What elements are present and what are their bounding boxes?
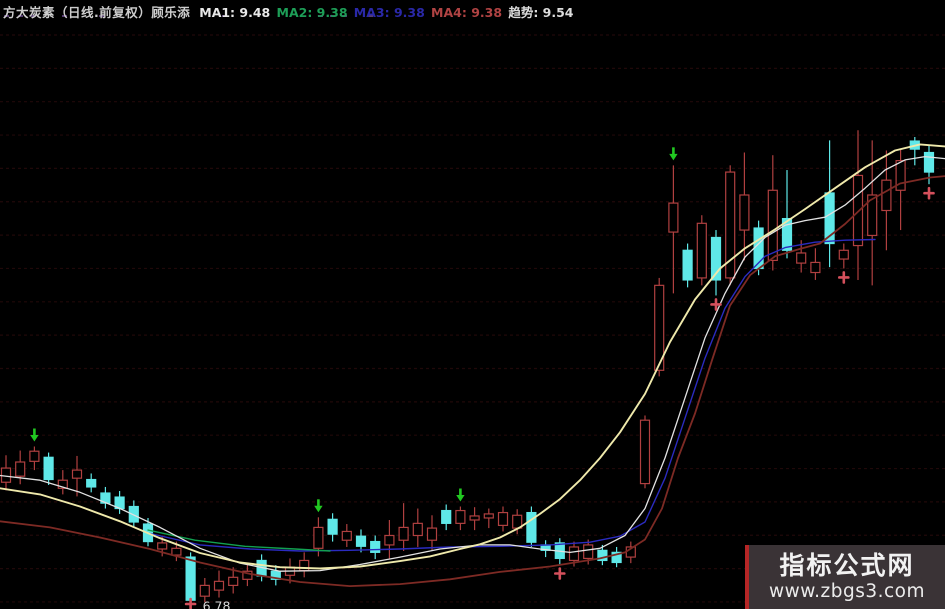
candle-up <box>341 530 352 541</box>
header-tick <box>368 15 373 17</box>
candle-up <box>57 479 68 489</box>
candle-down <box>441 509 452 524</box>
header-tick <box>99 15 104 17</box>
candle-up <box>412 522 423 537</box>
candle-up <box>455 509 466 524</box>
candle-up <box>228 576 239 587</box>
header-tick <box>318 15 323 17</box>
header-tick <box>222 15 227 17</box>
ma-line-blue <box>149 238 876 552</box>
candle-up <box>796 252 807 264</box>
ma-line-white <box>0 155 945 572</box>
candle-down <box>923 151 935 173</box>
ma-readout: MA3: 9.38 <box>353 4 432 20</box>
candle-up <box>299 559 310 572</box>
green-down-arrow-icon <box>314 505 323 513</box>
header-tick <box>18 15 23 17</box>
candle-up <box>810 261 821 274</box>
low-price-label: 6.78 <box>203 599 231 609</box>
candle-down <box>781 217 793 251</box>
candle-up <box>639 419 651 485</box>
candle-down <box>526 511 537 543</box>
stock-title: 方大炭素（日线.前复权）顾乐添 <box>3 4 191 20</box>
candle-up <box>725 171 736 279</box>
candle-down <box>327 518 338 535</box>
candle-up <box>29 450 40 462</box>
header-tick <box>62 15 67 17</box>
candle-up <box>426 527 438 541</box>
ma-readout: MA4: 9.38 <box>431 4 509 20</box>
candle-up <box>313 526 324 549</box>
green-down-arrow-icon <box>456 495 465 502</box>
candle-up <box>242 570 253 580</box>
candle-up <box>171 547 182 556</box>
candle-up <box>696 222 707 279</box>
candle-up <box>71 469 83 479</box>
candle-down <box>270 570 281 580</box>
candle-down <box>185 556 196 601</box>
chart-title-bar: 方大炭素（日线.前复权）顾乐添 MA1: 9.48 MA2: 9.38 MA3:… <box>3 2 574 20</box>
candle-up <box>483 513 494 519</box>
watermark-site-url: www.zbgs3.com <box>768 580 926 602</box>
candle-down <box>370 540 381 553</box>
ma-readout: MA1: 9.48 <box>199 4 277 20</box>
candle-up <box>15 461 26 477</box>
candle-down <box>611 551 622 564</box>
candle-up <box>881 179 892 212</box>
candle-up <box>583 544 594 560</box>
candle-up <box>199 584 210 597</box>
candle-up <box>398 526 409 541</box>
candle-up <box>157 542 168 550</box>
candle-up <box>895 160 906 191</box>
candle-up <box>497 511 509 526</box>
candle-up <box>668 202 679 233</box>
green-down-arrow-icon <box>30 434 39 442</box>
green-down-arrow-icon <box>669 153 678 161</box>
candle-down <box>710 236 722 281</box>
candle-down <box>86 478 97 488</box>
candle-up <box>213 580 225 591</box>
header-tick <box>31 15 36 17</box>
header-tick <box>330 15 335 17</box>
candle-down <box>43 456 54 481</box>
candle-up <box>838 249 849 260</box>
candle-up <box>654 284 665 371</box>
candle-up <box>739 194 750 231</box>
ma-line-red <box>0 175 945 587</box>
ma-readout: MA2: 9.38 <box>276 4 354 20</box>
candle-up <box>469 515 480 521</box>
candle-down <box>355 535 367 547</box>
ma-indicator-readouts: MA1: 9.48 MA2: 9.38 MA3: 9.38 MA4: 9.38 … <box>199 2 573 21</box>
candle-up <box>0 467 12 483</box>
candle-up <box>867 194 878 237</box>
trend-line-yellow <box>0 143 945 570</box>
candle-up <box>384 534 395 546</box>
candle-down <box>682 249 693 281</box>
header-tick <box>342 15 347 17</box>
candle-up <box>767 189 778 261</box>
ma-readout: 趋势: 9.54 <box>508 4 574 20</box>
watermark-badge: 指标公式网 www.zbgs3.com <box>745 545 945 609</box>
candle-up <box>568 546 580 562</box>
candle-down <box>597 549 608 562</box>
watermark-site-name: 指标公式网 <box>779 550 915 580</box>
candle-down <box>128 505 139 523</box>
header-tick <box>4 15 9 17</box>
